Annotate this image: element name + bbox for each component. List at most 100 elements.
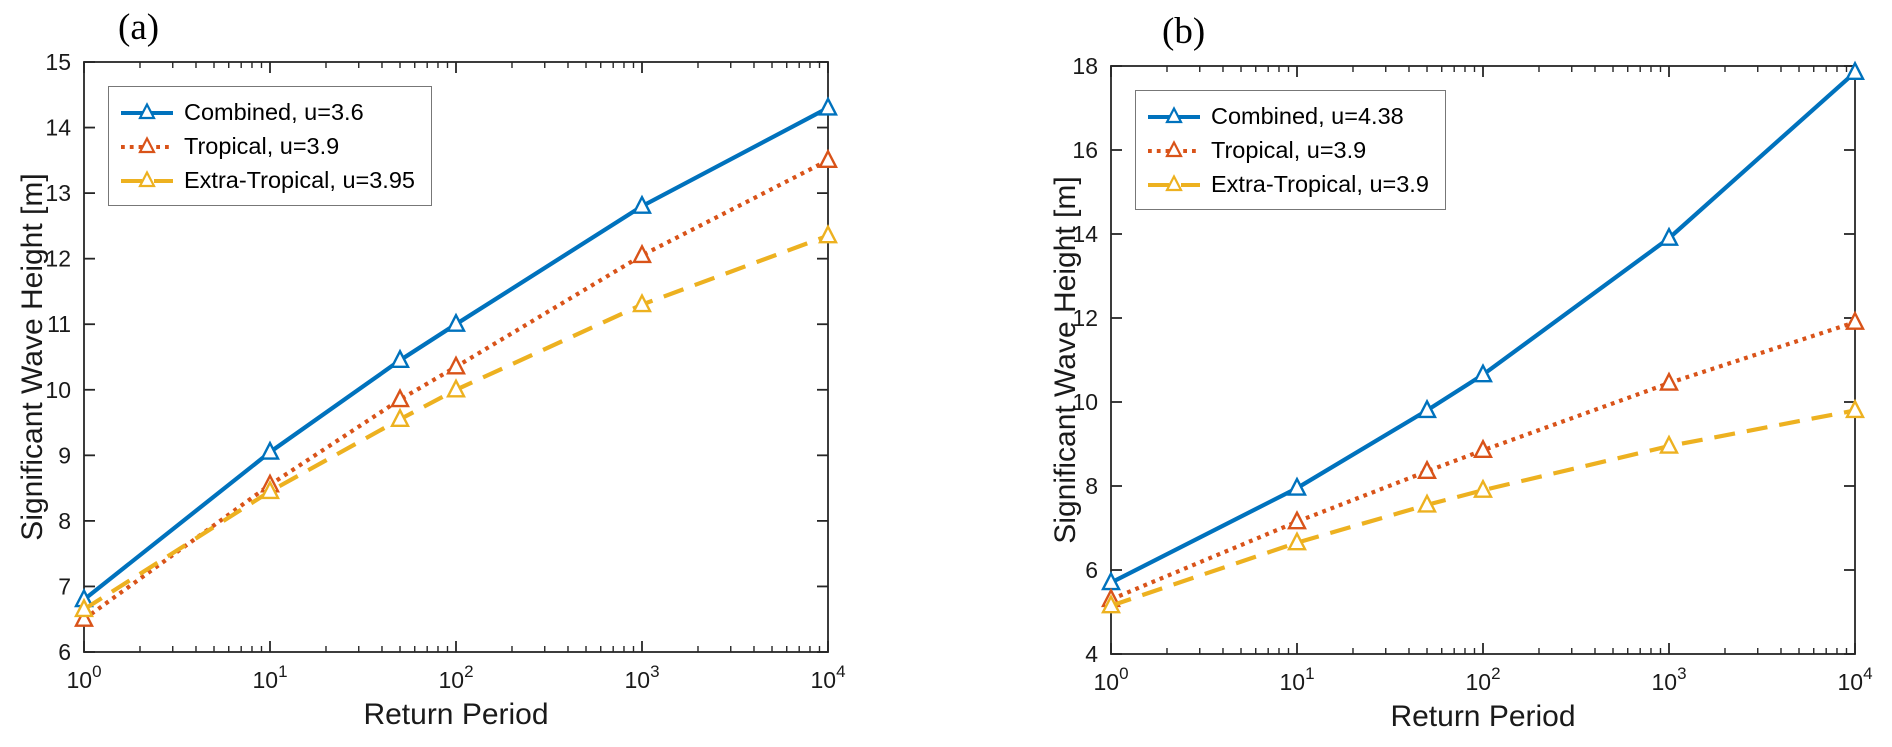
y-axis-label-b: Significant Wave Height [m]	[1049, 176, 1082, 544]
marker-triangle-up	[1845, 398, 1865, 419]
marker-triangle-up	[138, 136, 156, 154]
marker-triangle-up	[1417, 459, 1437, 479]
legend-item: Extra-Tropical, u=3.95	[119, 163, 415, 197]
marker-triangle-up	[818, 148, 838, 169]
x-tick-label: 100	[1093, 664, 1128, 695]
marker-triangle-up	[632, 292, 652, 313]
x-axis-ticks: 100 101 102 103 104	[66, 62, 846, 693]
marker-triangle-up	[818, 96, 838, 116]
legend-line-sample	[1148, 140, 1200, 158]
x-tick-label: 102	[438, 662, 473, 693]
legend-item-label: Combined, u=4.38	[1211, 102, 1404, 129]
marker-triangle-up	[390, 348, 410, 368]
series-combined-u-4-38	[1101, 60, 1865, 591]
marker-triangle-up	[390, 387, 410, 408]
y-tick-label: 8	[1085, 473, 1098, 499]
marker-triangle-up	[260, 479, 280, 500]
marker-triangle-up	[1101, 594, 1121, 614]
legend-line-sample	[1148, 106, 1200, 124]
marker-triangle-up	[1845, 60, 1865, 81]
y-tick-label: 18	[1072, 53, 1098, 79]
x-axis-label-b: Return Period	[1390, 700, 1576, 733]
series-extra-tropical-u-3-95	[74, 224, 838, 618]
series-line	[1110, 70, 1857, 585]
marker-triangle-up	[74, 607, 94, 627]
marker-triangle-up	[1165, 140, 1183, 158]
marker-triangle-up	[138, 170, 156, 188]
marker-triangle-up	[1845, 310, 1865, 330]
legend-item-label: Tropical, u=3.9	[1211, 136, 1367, 163]
marker-triangle-up	[1287, 531, 1307, 551]
marker-triangle-up	[1287, 510, 1307, 530]
x-tick-label: 104	[810, 662, 845, 693]
legend-item-label: Extra-Tropical, u=3.95	[184, 166, 415, 193]
y-tick-label: 15	[45, 49, 71, 75]
marker-triangle-up	[138, 102, 156, 120]
y-tick-label: 13	[45, 180, 71, 206]
y-tick-label: 10	[45, 377, 71, 403]
series-tropical-u-3-9	[1101, 310, 1865, 608]
x-tick-label: 101	[252, 662, 287, 693]
legend-item: Tropical, u=3.9	[1146, 133, 1429, 167]
series-line	[1110, 408, 1856, 608]
y-tick-label: 4	[1085, 641, 1098, 667]
y-axis-ticks: 4 6 8 10 12 14 16 18	[1072, 53, 1855, 667]
marker-triangle-up	[1417, 398, 1437, 419]
y-tick-label: 14	[1072, 221, 1098, 247]
y-tick-label: 9	[58, 442, 71, 468]
marker-triangle-up	[632, 243, 652, 264]
legend-b: Combined, u=4.38 Tropical, u=3.9 Extra-Tro…	[1135, 90, 1446, 210]
marker-triangle-up	[1165, 174, 1183, 192]
panel-title-b: (b)	[1162, 11, 1206, 52]
series-line	[82, 233, 829, 612]
y-tick-label: 6	[1085, 557, 1098, 583]
legend-a: Combined, u=3.6 Tropical, u=3.9 Extra-Trop…	[108, 86, 432, 206]
legend-item-label: Tropical, u=3.9	[184, 132, 340, 159]
legend-item: Tropical, u=3.9	[119, 129, 415, 163]
marker-triangle-up	[1417, 493, 1437, 513]
y-tick-label: 12	[1072, 305, 1098, 331]
y-tick-label: 6	[58, 639, 71, 665]
marker-triangle-up	[1287, 476, 1307, 496]
x-tick-label: 103	[1651, 664, 1686, 695]
series-line	[82, 158, 829, 621]
marker-triangle-up	[390, 407, 410, 427]
x-tick-label: 101	[1279, 664, 1314, 695]
series-line	[1110, 320, 1856, 602]
legend-item: Combined, u=3.6	[119, 95, 415, 129]
x-tick-label: 100	[66, 662, 101, 693]
marker-triangle-up	[260, 440, 280, 460]
series-extra-tropical-u-3-9	[1101, 398, 1865, 614]
marker-triangle-up	[446, 378, 466, 398]
y-axis-ticks: 6 7 8 9 10 11 12 13 14 15	[45, 49, 828, 665]
marker-triangle-up	[446, 355, 466, 375]
series-tropical-u-3-9	[74, 148, 838, 627]
y-tick-label: 11	[47, 311, 71, 337]
marker-triangle-up	[1659, 371, 1679, 391]
legend-line-sample	[121, 170, 173, 188]
x-axis-label-a: Return Period	[363, 698, 549, 731]
marker-triangle-up	[1659, 434, 1679, 454]
legend-line-sample	[121, 136, 173, 154]
y-tick-label: 8	[58, 508, 71, 534]
y-tick-label: 12	[45, 246, 71, 272]
chart-panel-a: 100 101 102 103 104 6 7 8 9 10 11 12 13 14 15	[45, 49, 846, 693]
y-tick-label: 10	[1072, 389, 1098, 415]
marker-triangle-up	[446, 312, 466, 332]
marker-triangle-up	[74, 597, 94, 618]
y-tick-label: 14	[45, 115, 71, 141]
marker-triangle-up	[1473, 438, 1493, 458]
series-line	[82, 106, 829, 602]
marker-triangle-up	[632, 194, 652, 214]
x-tick-label: 103	[624, 662, 659, 693]
x-tick-label: 102	[1465, 664, 1500, 695]
marker-triangle-up	[1473, 478, 1493, 498]
legend-item-label: Extra-Tropical, u=3.9	[1211, 170, 1429, 197]
y-tick-label: 16	[1072, 137, 1098, 163]
panel-title-a: (a)	[118, 7, 160, 48]
y-tick-label: 7	[58, 573, 71, 599]
x-tick-label: 104	[1837, 664, 1872, 695]
marker-triangle-up	[1473, 363, 1493, 383]
legend-line-sample	[1148, 174, 1200, 192]
